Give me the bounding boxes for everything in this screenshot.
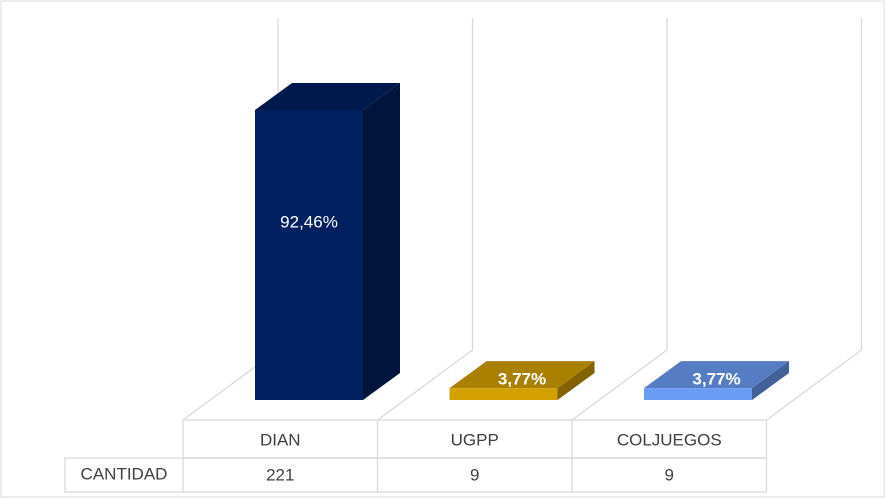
table-cell: 9	[665, 465, 674, 484]
table-row-label: CANTIDAD	[81, 464, 168, 483]
floor-line	[766, 349, 862, 421]
bar-top	[449, 361, 595, 389]
bar-side	[752, 361, 789, 400]
x-tick-label: DIAN	[260, 430, 301, 449]
bar-side	[363, 83, 400, 400]
floor-line	[377, 349, 473, 421]
table-cell: 221	[266, 465, 294, 484]
bar	[449, 388, 558, 400]
bar-top	[255, 83, 400, 110]
floor-line	[571, 349, 668, 421]
bar	[255, 110, 363, 400]
bar-top	[644, 361, 789, 389]
bar	[644, 388, 752, 400]
table-cell: 9	[470, 465, 479, 484]
bar-side	[557, 361, 595, 400]
table-data-row	[64, 457, 768, 493]
data-label: 3,77%	[498, 370, 546, 389]
x-tick-label: UGPP	[451, 430, 499, 449]
x-tick-label: COLJUEGOS	[617, 430, 722, 449]
data-label: 3,77%	[692, 370, 740, 389]
data-label: 92,46%	[280, 213, 338, 232]
